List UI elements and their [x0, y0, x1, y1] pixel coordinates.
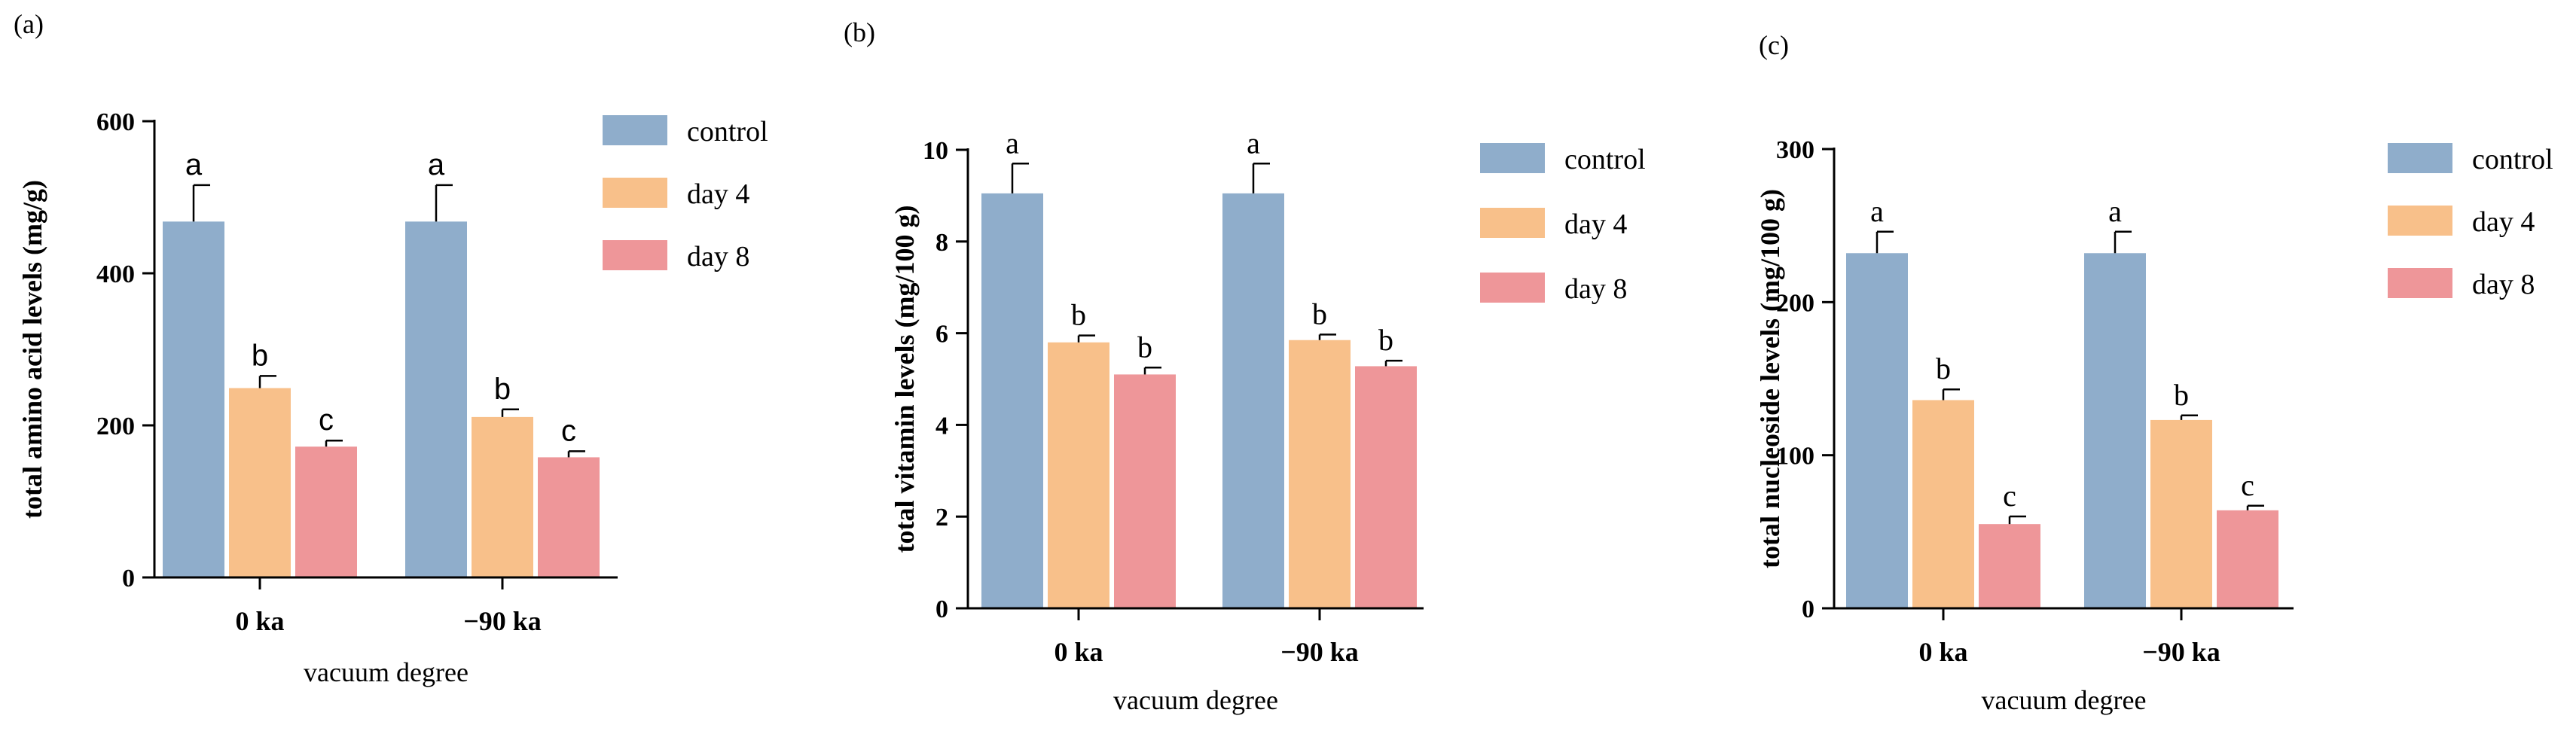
legend-label: day 8: [687, 241, 749, 273]
bar: [1912, 400, 1974, 608]
significance-letter: b: [494, 373, 511, 406]
bar: [2150, 419, 2212, 608]
legend-swatch: [2388, 268, 2452, 298]
series-2: bb: [1912, 352, 2212, 608]
x-axis-title: vacuum degree: [304, 657, 469, 687]
panel-label: (a): [14, 9, 44, 39]
bar: [1846, 253, 1908, 608]
legend: control day 4 day 8: [2388, 143, 2553, 300]
bar: [1289, 340, 1351, 608]
x-tick-label: 0 ka: [235, 606, 284, 636]
significance-letter: c: [2241, 468, 2254, 502]
significance-letter: b: [1137, 330, 1152, 364]
significance-letter: a: [1006, 126, 1019, 160]
bar: [295, 446, 357, 577]
bar: [472, 416, 533, 577]
bar: [163, 221, 224, 577]
legend-swatch: [1480, 208, 1545, 238]
legend-swatch: [603, 240, 667, 270]
bar: [1355, 366, 1417, 608]
legend-swatch: [2388, 206, 2452, 236]
series-2: bb: [229, 339, 533, 577]
bar: [405, 221, 467, 577]
legend-label: day 4: [687, 178, 749, 210]
significance-letter: b: [1936, 352, 1951, 385]
significance-letter: a: [428, 148, 445, 181]
panel-label: (b): [844, 17, 875, 47]
significance-letter: a: [1247, 126, 1260, 160]
legend-label: control: [1564, 144, 1646, 175]
y-tick-label: 0: [122, 565, 135, 592]
significance-letter: b: [252, 339, 268, 372]
panel-label: (c): [1759, 30, 1789, 60]
bar: [1222, 193, 1284, 609]
legend-swatch: [1480, 273, 1545, 303]
significance-letter: a: [1870, 194, 1884, 228]
significance-letter: a: [2108, 194, 2122, 228]
legend-swatch: [1480, 143, 1545, 173]
bar: [538, 457, 600, 577]
legend-swatch: [603, 178, 667, 208]
legend: control day 4 day 8: [1480, 143, 1646, 305]
x-axis-title: vacuum degree: [1982, 685, 2147, 715]
legend-label: day 8: [2472, 269, 2535, 300]
y-axis-title: total amino acid levels (mg/g): [17, 180, 47, 519]
legend-label: day 8: [1564, 273, 1627, 305]
y-tick-label: 2: [935, 504, 948, 531]
x-tick-label: 0 ka: [1918, 637, 1967, 667]
legend-label: day 4: [1564, 209, 1627, 240]
x-tick-label: −90 ka: [2142, 637, 2220, 667]
y-tick-label: 100: [1776, 443, 1814, 471]
y-tick-label: 6: [935, 321, 948, 349]
x-tick-label: −90 ka: [1280, 637, 1359, 667]
bar: [2084, 253, 2146, 608]
bar: [2217, 510, 2278, 608]
bar: [981, 193, 1043, 609]
x-tick-label: −90 ka: [463, 606, 542, 636]
y-tick-label: 8: [935, 229, 948, 257]
bar: [229, 388, 291, 577]
legend-swatch: [603, 115, 667, 145]
y-tick-label: 4: [935, 412, 948, 440]
legend-swatch: [2388, 143, 2452, 173]
y-tick-label: 200: [96, 413, 135, 440]
legend-label: control: [687, 116, 768, 148]
significance-letter: b: [1312, 297, 1327, 330]
legend-label: control: [2472, 144, 2553, 175]
y-tick-label: 0: [935, 595, 948, 623]
y-tick-label: 10: [923, 137, 948, 165]
bar: [1114, 374, 1176, 608]
x-axis-title: vacuum degree: [1113, 685, 1278, 715]
legend-label: day 4: [2472, 206, 2535, 238]
legend: control day 4 day 8: [603, 115, 768, 273]
y-tick-label: 0: [1802, 595, 1814, 623]
bar: [1048, 342, 1109, 608]
y-tick-label: 200: [1776, 289, 1814, 317]
significance-letter: c: [561, 414, 576, 447]
bar: [1979, 524, 2040, 608]
significance-letter: a: [185, 148, 203, 181]
y-axis-title: total vitamin levels (mg/100 g): [890, 206, 920, 553]
y-tick-label: 600: [96, 108, 135, 136]
x-tick-label: 0 ka: [1054, 637, 1103, 667]
y-tick-label: 300: [1776, 136, 1814, 164]
y-axis-title: total nucleoside levels (mg/100 g): [1755, 189, 1785, 568]
significance-letter: c: [2003, 479, 2016, 513]
significance-letter: b: [2174, 378, 2189, 412]
significance-letter: b: [1071, 298, 1086, 332]
significance-letter: b: [1378, 323, 1393, 357]
y-tick-label: 400: [96, 260, 135, 288]
significance-letter: c: [319, 404, 334, 437]
